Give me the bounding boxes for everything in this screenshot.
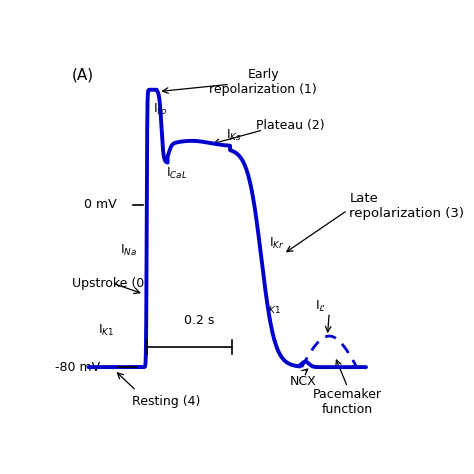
- Text: NCX: NCX: [290, 375, 317, 388]
- Text: Upstroke (0): Upstroke (0): [72, 277, 149, 290]
- Text: I$_{Ks}$: I$_{Ks}$: [227, 128, 242, 143]
- Text: Early
repolarization (1): Early repolarization (1): [209, 68, 317, 96]
- Text: 0.2 s: 0.2 s: [183, 314, 214, 327]
- Text: I$_{Na}$: I$_{Na}$: [120, 243, 137, 258]
- Text: I$_{\mathcal{L}}$: I$_{\mathcal{L}}$: [315, 300, 326, 314]
- Text: I$_{K1}$: I$_{K1}$: [98, 323, 114, 338]
- Text: I$_{CaL}$: I$_{CaL}$: [166, 166, 187, 181]
- Text: I$_{to}$: I$_{to}$: [153, 102, 167, 118]
- Text: Plateau (2): Plateau (2): [256, 119, 325, 132]
- Text: 0 mV: 0 mV: [83, 198, 116, 211]
- Text: I$_{K1}$: I$_{K1}$: [265, 301, 281, 316]
- Text: Pacemaker
function: Pacemaker function: [313, 388, 382, 416]
- Text: Late
repolarization (3): Late repolarization (3): [349, 192, 465, 220]
- Text: Resting (4): Resting (4): [132, 395, 200, 408]
- Text: -80 mV: -80 mV: [55, 361, 100, 374]
- Text: (A): (A): [72, 68, 94, 83]
- Text: I$_{Kr}$: I$_{Kr}$: [269, 236, 284, 251]
